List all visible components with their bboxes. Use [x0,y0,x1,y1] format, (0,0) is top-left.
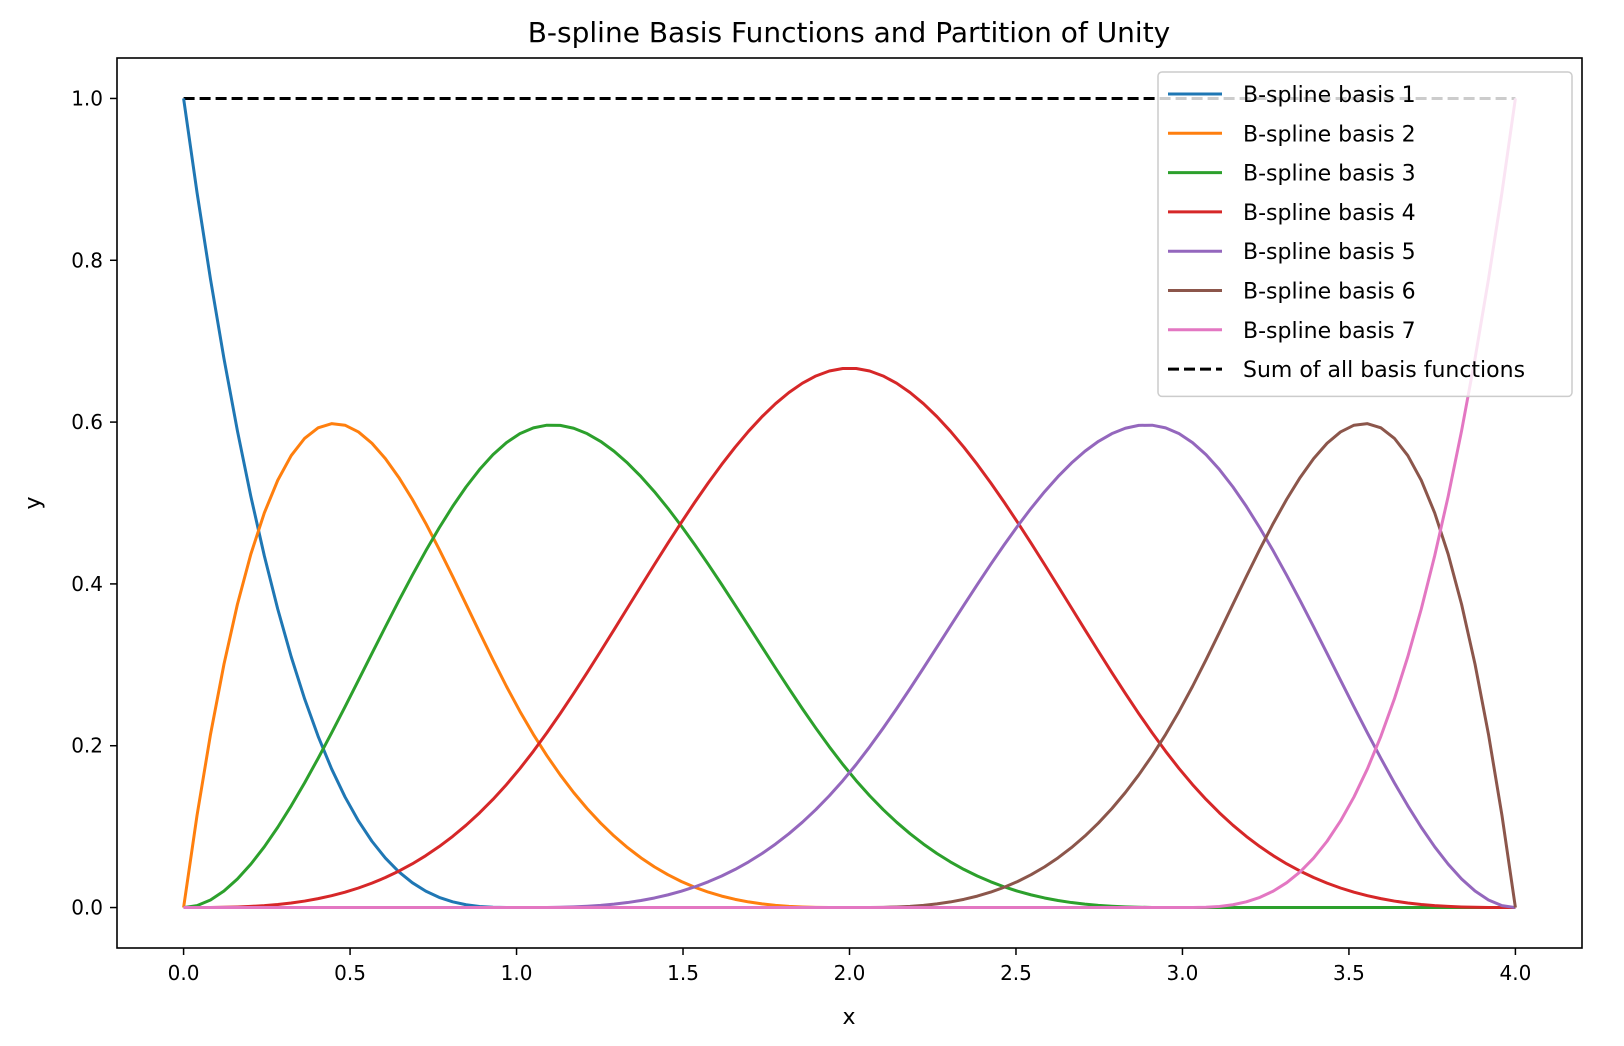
x-tick-label: 1.5 [667,961,699,985]
chart-title: B-spline Basis Functions and Partition o… [528,16,1171,49]
series-layer [182,96,1517,910]
legend-label-5: B-spline basis 5 [1243,240,1416,265]
series-line-7 [183,98,1517,910]
x-tick-label: 2.0 [834,961,866,985]
legend-label-4: B-spline basis 4 [1243,201,1416,226]
x-tick-label: 2.5 [1000,961,1032,985]
y-tick-label: 0.4 [71,572,103,596]
x-tick-label: 1.0 [501,961,533,985]
legend-label-3: B-spline basis 3 [1243,162,1416,187]
x-tick-label: 3.5 [1333,961,1365,985]
legend-label-7: B-spline basis 7 [1243,319,1416,344]
legend-label-1: B-spline basis 1 [1243,83,1416,108]
legend-label-8: Sum of all basis functions [1243,358,1525,383]
legend: B-spline basis 1 B-spline basis 2 B-spline… [1157,71,1573,398]
y-axis: 0.0 0.2 0.4 0.6 0.8 1.0 [71,86,117,920]
y-tick-label: 0.8 [71,248,103,272]
legend-label-2: B-spline basis 2 [1243,122,1416,147]
x-tick-label: 3.0 [1167,961,1199,985]
x-tick-label: 0.0 [168,961,200,985]
y-tick-label: 1.0 [71,86,103,110]
x-axis: 0.0 0.5 1.0 1.5 2.0 2.5 3.0 3.5 4.0 [168,948,1532,985]
y-tick-label: 0.6 [71,410,103,434]
x-tick-label: 0.5 [334,961,366,985]
legend-label-6: B-spline basis 6 [1243,280,1416,305]
legend-box [1157,71,1573,398]
x-tick-label: 4.0 [1500,961,1532,985]
y-tick-label: 0.2 [71,734,103,758]
x-axis-label: x [842,1005,855,1030]
y-tick-label: 0.0 [71,896,103,920]
series-line-4 [183,366,1516,910]
y-axis-label: y [21,496,46,509]
